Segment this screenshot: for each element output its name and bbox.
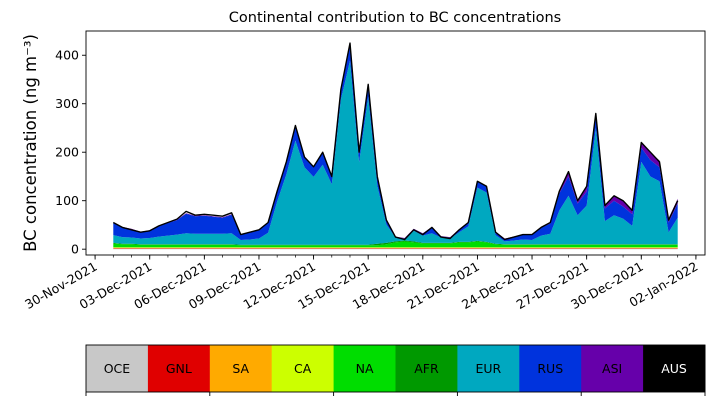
plot-frame: [85, 30, 706, 256]
colorbar-cell-gnl: [147, 345, 211, 392]
y-tick-label: 100: [55, 193, 79, 208]
y-axis-label: BC concentration (ng m⁻³): [21, 34, 40, 252]
colorbar-cell-eur: [457, 345, 520, 392]
chart-title: Continental contribution to BC concentra…: [229, 10, 561, 26]
colorbar-label: ASI: [602, 361, 622, 376]
region-colorbar: OCE GNL SA CA NA AFR EUR RUS ASI AUS: [85, 344, 706, 396]
colorbar-cell-asi: [581, 345, 644, 392]
stacked-areas: [113, 42, 678, 250]
colorbar-cell-aus: [643, 345, 706, 392]
colorbar-label: CA: [294, 361, 312, 376]
colorbar-frame: [85, 344, 706, 393]
area-oce: [113, 248, 678, 250]
area-afr: [113, 240, 678, 246]
colorbar-cell-afr: [395, 345, 458, 392]
y-axis: 0 100 200 300 400: [55, 48, 86, 257]
colorbar-label: NA: [356, 361, 374, 376]
area-sa: [113, 247, 678, 249]
colorbar-label: AUS: [661, 361, 687, 376]
y-tick-label: 300: [55, 96, 79, 111]
colorbar-cell-ca: [271, 345, 335, 392]
colorbar-label: RUS: [537, 361, 563, 376]
y-tick-label: 400: [55, 48, 79, 63]
area-eur: [113, 60, 678, 245]
colorbar-cell-na: [333, 345, 396, 392]
colorbar-label: SA: [232, 361, 249, 376]
y-tick-label: 200: [55, 145, 79, 160]
area-ca: [113, 247, 678, 248]
colorbar-label: EUR: [475, 361, 501, 376]
colorbar-label: GNL: [166, 361, 192, 376]
colorbar-cell-oce: [86, 345, 149, 392]
colorbar-cell-sa: [209, 345, 273, 392]
colorbar-label: OCE: [104, 361, 131, 376]
colorbar-label: AFR: [414, 361, 439, 376]
x-axis: 30-Nov-202103-Dec-202106-Dec-202109-Dec-…: [22, 255, 700, 312]
y-tick-label: 0: [71, 242, 79, 257]
total-line: [112, 42, 679, 241]
colorbar-cell-rus: [519, 345, 582, 392]
area-gnl: [113, 248, 678, 249]
area-na: [113, 241, 678, 248]
